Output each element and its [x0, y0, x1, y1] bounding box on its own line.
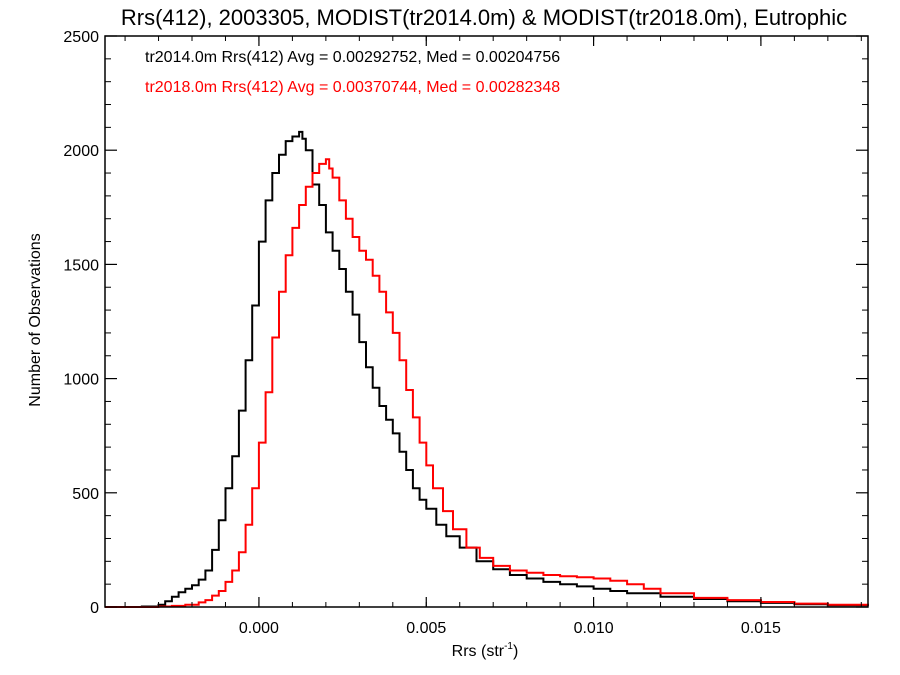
- y-tick-label: 0: [90, 600, 99, 617]
- x-tick-label: 0.000: [239, 620, 279, 637]
- y-axis-label-group: Number of Observations: [27, 233, 44, 406]
- legend-entry-2: tr2018.0m Rrs(412) Avg = 0.00370744, Med…: [145, 79, 560, 96]
- series-layer: [105, 130, 869, 608]
- plot-frame: [104, 35, 869, 608]
- series-line-1: [105, 130, 869, 608]
- y-tick-label: 2500: [63, 29, 99, 46]
- legend-entry-1: tr2014.0m Rrs(412) Avg = 0.00292752, Med…: [145, 49, 560, 66]
- chart-title: Rrs(412), 2003305, MODIST(tr2014.0m) & M…: [121, 5, 847, 30]
- y-tick-label: 1000: [63, 372, 99, 389]
- x-axis-label-main: Rrs (str: [452, 643, 505, 660]
- series-line-2: [105, 158, 869, 608]
- y-tick-label: 500: [72, 486, 99, 503]
- y-tick-label: 1500: [63, 257, 99, 274]
- x-axis-label-sup: -1: [504, 641, 513, 652]
- x-tick-label: 0.015: [741, 620, 781, 637]
- x-tick-label: 0.005: [406, 620, 446, 637]
- ticks-layer: 0.000 0.005 0.010 0.015 0 500 1000 1500 2000 2500: [63, 29, 868, 637]
- y-tick-label: 2000: [63, 143, 99, 160]
- x-tick-label: 0.010: [574, 620, 614, 637]
- x-axis-label-close: ): [513, 643, 518, 660]
- y-axis-label: Number of Observations: [27, 233, 44, 406]
- x-axis-label: Rrs (str-1): [452, 641, 519, 660]
